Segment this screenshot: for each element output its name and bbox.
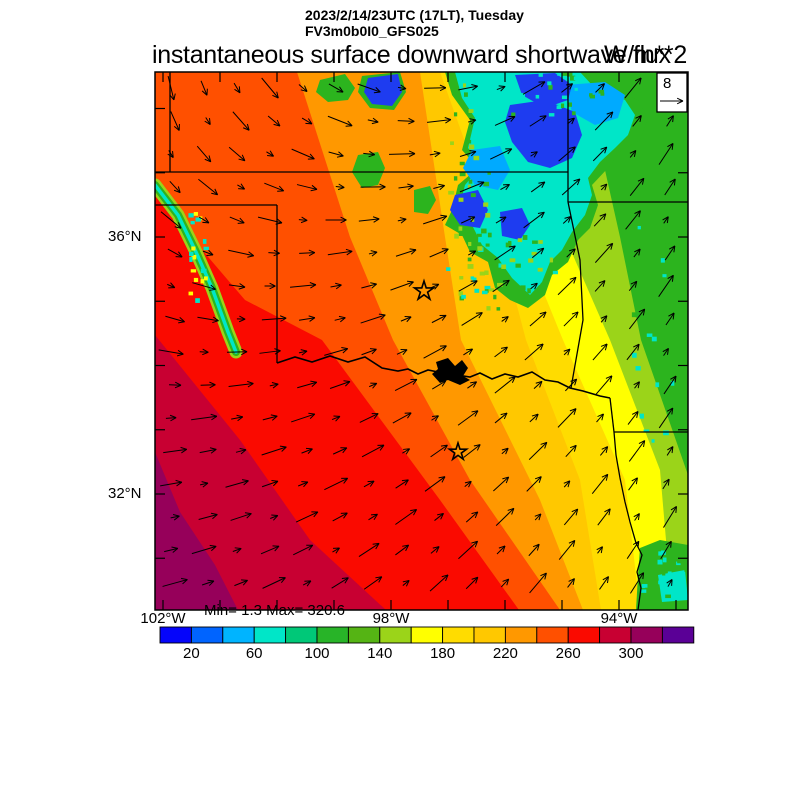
city-star-marker — [446, 440, 470, 462]
colorbar-segment — [285, 626, 318, 644]
colorbar-segment — [504, 626, 538, 644]
colorbar-segment — [536, 626, 569, 644]
lat-label: 32°N — [108, 485, 142, 502]
colorbar-tick-label: 260 — [555, 645, 581, 662]
colorbar-tick-label: 220 — [492, 645, 518, 662]
header-model-line: FV3m0b0I0_GFS025 — [305, 23, 439, 39]
lon-label: 98°W — [372, 610, 410, 627]
colorbar-segment — [599, 626, 632, 644]
band-green — [583, 72, 688, 475]
plot-title: instantaneous surface downward shortwave… — [152, 41, 671, 69]
colorbar-segment — [222, 626, 255, 644]
cloud-blue-core — [505, 100, 582, 168]
cloud-blue-core — [500, 208, 530, 240]
colorbar-segment — [347, 626, 381, 644]
colorbar-segment — [473, 626, 506, 644]
minmax-annotation: Min= 1.3 Max= 320.6 — [204, 602, 345, 619]
header-date-line: 2023/2/14/23UTC (17LT), Tuesday — [305, 7, 524, 23]
colorbar-segment — [316, 626, 349, 644]
lon-label: 94°W — [600, 610, 638, 627]
colorbar-segment — [630, 626, 663, 644]
colorbar — [159, 626, 695, 644]
ref-vector-value: 8 — [663, 75, 672, 92]
colorbar-tick-label: 300 — [618, 645, 644, 662]
city-star-marker — [412, 278, 436, 302]
colorbar-segment — [661, 626, 695, 644]
reference-vector-box — [656, 72, 688, 113]
colorbar-tick-label: 180 — [430, 645, 456, 662]
lake-texoma — [432, 358, 470, 385]
colorbar-segment — [442, 626, 475, 644]
colorbar-segment — [159, 626, 192, 644]
lat-label: 36°N — [108, 228, 142, 245]
colorbar-tick-label: 100 — [304, 645, 330, 662]
colorbar-segment — [379, 626, 412, 644]
wind-vectors — [158, 75, 678, 594]
colorbar-tick-label: 60 — [245, 645, 263, 662]
colorbar-tick-label: 140 — [367, 645, 393, 662]
colorbar-segment — [410, 626, 444, 644]
cloud-cyan — [455, 72, 635, 295]
colorbar-tick-label: 20 — [183, 645, 200, 662]
map-frame — [154, 71, 689, 611]
cloud-blue-core — [515, 73, 572, 108]
colorbar-segment — [253, 626, 287, 644]
lon-label: 102°W — [140, 610, 186, 627]
colorbar-segment — [190, 626, 224, 644]
units-label: W/m**2 — [604, 41, 687, 69]
flux-field — [155, 72, 688, 610]
colorbar-segment — [567, 626, 601, 644]
